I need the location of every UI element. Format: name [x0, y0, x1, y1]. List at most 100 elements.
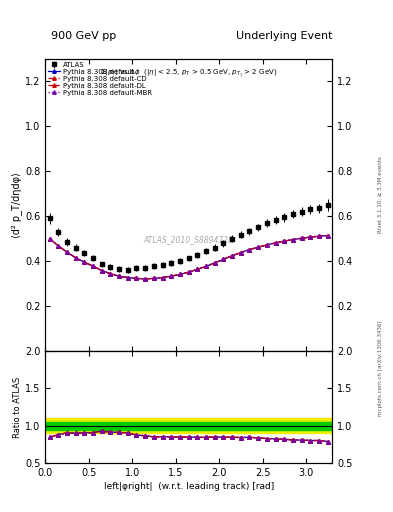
Pythia 8.308 default-CD	[195, 266, 200, 272]
Pythia 8.308 default-DL	[169, 273, 174, 279]
Pythia 8.308 default-CD	[134, 275, 139, 282]
Pythia 8.308 default	[152, 275, 156, 282]
Pythia 8.308 default-CD	[117, 273, 121, 279]
Pythia 8.308 default-MBR	[47, 236, 52, 242]
Pythia 8.308 default-DL	[230, 252, 235, 259]
Pythia 8.308 default	[230, 252, 235, 259]
Pythia 8.308 default-MBR	[230, 252, 235, 259]
Pythia 8.308 default	[308, 234, 313, 240]
Pythia 8.308 default-CD	[247, 247, 252, 253]
Pythia 8.308 default	[264, 242, 269, 248]
Pythia 8.308 default-MBR	[99, 267, 104, 273]
Pythia 8.308 default-CD	[91, 263, 95, 269]
Pythia 8.308 default-DL	[47, 236, 52, 242]
Pythia 8.308 default-MBR	[160, 274, 165, 281]
Pythia 8.308 default-DL	[134, 275, 139, 282]
Pythia 8.308 default	[108, 271, 113, 277]
Pythia 8.308 default-MBR	[108, 271, 113, 277]
Pythia 8.308 default-DL	[247, 247, 252, 253]
Pythia 8.308 default	[195, 266, 200, 272]
Pythia 8.308 default	[82, 259, 87, 265]
Pythia 8.308 default-CD	[152, 275, 156, 282]
Pythia 8.308 default-DL	[64, 249, 69, 255]
Pythia 8.308 default-CD	[273, 240, 278, 246]
Pythia 8.308 default	[47, 236, 52, 242]
Pythia 8.308 default-CD	[143, 276, 147, 282]
Text: ATLAS_2010_S8894728: ATLAS_2010_S8894728	[143, 236, 234, 245]
Pythia 8.308 default	[282, 238, 286, 244]
Pythia 8.308 default	[317, 233, 321, 239]
Pythia 8.308 default-DL	[273, 240, 278, 246]
Text: 900 GeV pp: 900 GeV pp	[51, 31, 116, 41]
Pythia 8.308 default-MBR	[299, 235, 304, 241]
Pythia 8.308 default	[56, 243, 61, 249]
Pythia 8.308 default-CD	[325, 232, 330, 239]
Pythia 8.308 default-CD	[56, 243, 61, 249]
Line: Pythia 8.308 default-MBR: Pythia 8.308 default-MBR	[48, 234, 329, 281]
Text: $\Sigma(p_T)$ vs.$\Delta\phi$  ($|\eta|$ < 2.5, $p_T$ > 0.5 GeV, $p_{T_1}$ > 2 G: $\Sigma(p_T)$ vs.$\Delta\phi$ ($|\eta|$ …	[100, 68, 277, 79]
Line: Pythia 8.308 default-DL: Pythia 8.308 default-DL	[48, 234, 329, 281]
Pythia 8.308 default-DL	[152, 275, 156, 282]
Bar	[45, 422, 332, 430]
Y-axis label: ⟨d² p_T/dηdφ⟩: ⟨d² p_T/dηdφ⟩	[11, 172, 22, 238]
Pythia 8.308 default-MBR	[152, 275, 156, 282]
Pythia 8.308 default-DL	[239, 249, 243, 255]
Pythia 8.308 default-DL	[178, 271, 182, 278]
Pythia 8.308 default-MBR	[317, 233, 321, 239]
Pythia 8.308 default	[64, 249, 69, 255]
Pythia 8.308 default-MBR	[325, 232, 330, 239]
Pythia 8.308 default-DL	[195, 266, 200, 272]
Pythia 8.308 default	[256, 244, 261, 250]
Pythia 8.308 default-MBR	[308, 234, 313, 240]
Pythia 8.308 default	[239, 249, 243, 255]
Pythia 8.308 default-MBR	[169, 273, 174, 279]
Pythia 8.308 default-CD	[212, 260, 217, 266]
Pythia 8.308 default	[273, 240, 278, 246]
Bar	[45, 418, 332, 433]
Pythia 8.308 default	[247, 247, 252, 253]
Pythia 8.308 default-MBR	[195, 266, 200, 272]
Pythia 8.308 default-DL	[125, 274, 130, 281]
Pythia 8.308 default-DL	[108, 271, 113, 277]
Pythia 8.308 default-CD	[125, 274, 130, 281]
Pythia 8.308 default	[73, 254, 78, 261]
Pythia 8.308 default-MBR	[256, 244, 261, 250]
Text: Rivet 3.1.10, ≥ 3.3M events: Rivet 3.1.10, ≥ 3.3M events	[378, 156, 383, 233]
Pythia 8.308 default-MBR	[178, 271, 182, 278]
Pythia 8.308 default-MBR	[186, 269, 191, 275]
Pythia 8.308 default-MBR	[212, 260, 217, 266]
Pythia 8.308 default-MBR	[73, 254, 78, 261]
Pythia 8.308 default	[91, 263, 95, 269]
Pythia 8.308 default-DL	[73, 254, 78, 261]
Legend: ATLAS, Pythia 8.308 default, Pythia 8.308 default-CD, Pythia 8.308 default-DL, P: ATLAS, Pythia 8.308 default, Pythia 8.30…	[47, 60, 153, 97]
Pythia 8.308 default	[169, 273, 174, 279]
Pythia 8.308 default-MBR	[247, 247, 252, 253]
Pythia 8.308 default	[221, 256, 226, 262]
Pythia 8.308 default-DL	[117, 273, 121, 279]
Line: Pythia 8.308 default-CD: Pythia 8.308 default-CD	[48, 234, 329, 281]
Pythia 8.308 default-DL	[82, 259, 87, 265]
Pythia 8.308 default-CD	[47, 236, 52, 242]
Pythia 8.308 default-CD	[299, 235, 304, 241]
Pythia 8.308 default-CD	[221, 256, 226, 262]
Pythia 8.308 default-MBR	[239, 249, 243, 255]
Y-axis label: Ratio to ATLAS: Ratio to ATLAS	[13, 376, 22, 438]
Pythia 8.308 default-CD	[230, 252, 235, 259]
Pythia 8.308 default-MBR	[143, 276, 147, 282]
X-axis label: left|φright|  (w.r.t. leading track) [rad]: left|φright| (w.r.t. leading track) [rad…	[103, 482, 274, 492]
Pythia 8.308 default-MBR	[64, 249, 69, 255]
Pythia 8.308 default-CD	[169, 273, 174, 279]
Pythia 8.308 default-DL	[143, 276, 147, 282]
Pythia 8.308 default-MBR	[273, 240, 278, 246]
Pythia 8.308 default-DL	[282, 238, 286, 244]
Text: Underlying Event: Underlying Event	[235, 31, 332, 41]
Pythia 8.308 default-CD	[64, 249, 69, 255]
Pythia 8.308 default	[160, 274, 165, 281]
Pythia 8.308 default-MBR	[82, 259, 87, 265]
Pythia 8.308 default-MBR	[91, 263, 95, 269]
Pythia 8.308 default-MBR	[221, 256, 226, 262]
Pythia 8.308 default-DL	[204, 263, 208, 269]
Pythia 8.308 default	[212, 260, 217, 266]
Pythia 8.308 default-CD	[160, 274, 165, 281]
Pythia 8.308 default	[299, 235, 304, 241]
